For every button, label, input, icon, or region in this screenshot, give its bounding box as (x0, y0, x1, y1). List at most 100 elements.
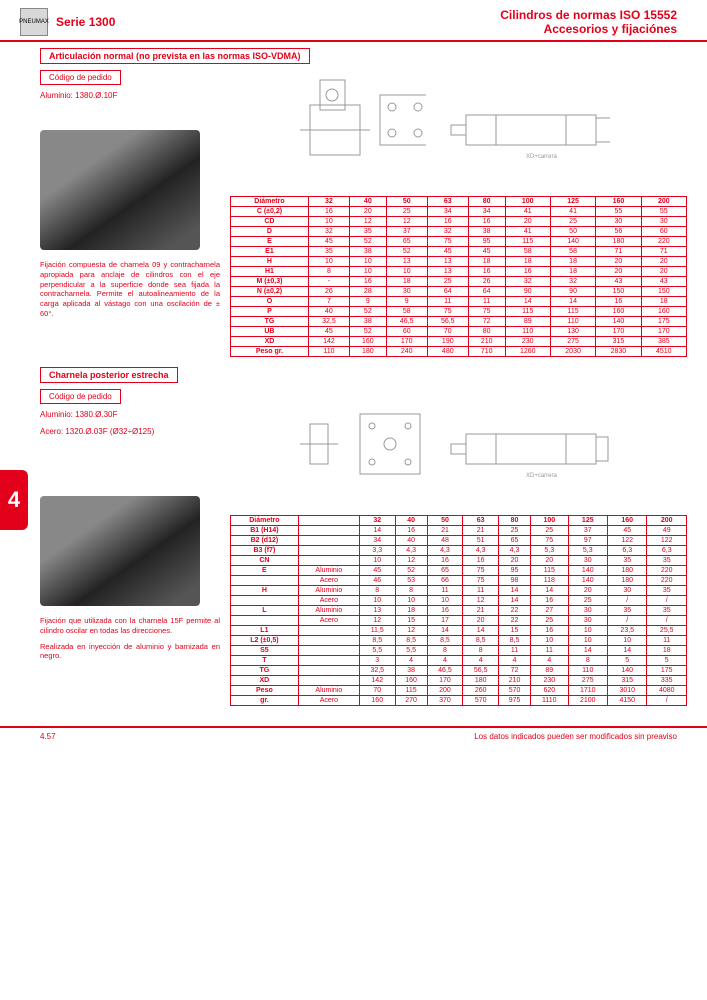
table-cell: 75 (427, 237, 468, 247)
table-cell: 55 (596, 207, 641, 217)
table-cell: 9 (386, 297, 427, 307)
table-cell: 32 (308, 227, 349, 237)
table-cell: E (231, 566, 299, 576)
table-row: E1353852454558587171 (231, 247, 687, 257)
header-title-1: Cilindros de normas ISO 15552 (500, 8, 677, 22)
header: PNEUMAX Serie 1300 Cilindros de normas I… (0, 0, 707, 42)
table-cell: 55 (641, 207, 686, 217)
table-cell: 41 (505, 207, 550, 217)
table-cell: 49 (647, 526, 687, 536)
table-cell: 4510 (641, 347, 686, 357)
table-cell: 480 (427, 347, 468, 357)
table-cell: 40 (308, 307, 349, 317)
table-cell: 710 (468, 347, 505, 357)
table-cell: 52 (349, 307, 386, 317)
table-header: 125 (568, 516, 607, 526)
table-cell: 13 (359, 606, 395, 616)
table-cell: 30 (608, 586, 647, 596)
table-cell: 180 (463, 676, 499, 686)
section2-right: XD+carrera Diámetro324050638010012516020… (230, 389, 687, 706)
table-cell: 45 (359, 566, 395, 576)
table-cell: 8,5 (395, 636, 427, 646)
table-cell: 3 (359, 656, 395, 666)
table-cell: 43 (596, 277, 641, 287)
section2-row: Código de pedido Aluminio: 1380.Ø.30F Ac… (40, 389, 687, 706)
table-header: 160 (596, 197, 641, 207)
table-cell: P (231, 307, 309, 317)
table-cell: 11 (463, 586, 499, 596)
table-cell: 30 (641, 217, 686, 227)
table-cell: 240 (386, 347, 427, 357)
table-cell: 8 (359, 586, 395, 596)
tech-drawing-2b: XD+carrera (446, 419, 610, 479)
table-cell: 160 (349, 337, 386, 347)
table-cell: 10 (308, 257, 349, 267)
table-cell: 26 (308, 287, 349, 297)
table-cell: 34 (427, 207, 468, 217)
table-cell (231, 596, 299, 606)
table-cell: 35 (608, 606, 647, 616)
table-cell (298, 646, 359, 656)
table-cell: 14 (550, 297, 595, 307)
table-cell: 18 (641, 297, 686, 307)
table-cell: 210 (499, 676, 531, 686)
table-cell: 34 (359, 536, 395, 546)
table-cell: 46,5 (386, 317, 427, 327)
table-cell: 315 (596, 337, 641, 347)
table-cell: C (±0,2) (231, 207, 309, 217)
table-cell: 35 (308, 247, 349, 257)
table-cell (298, 656, 359, 666)
table-row: B1 (H14)141621212525374549 (231, 526, 687, 536)
table-cell: 370 (427, 696, 463, 706)
table-cell: 95 (468, 237, 505, 247)
table-cell: 22 (499, 616, 531, 626)
table-row: TG32,53846,556,57289110140175 (231, 317, 687, 327)
table-cell: 110 (568, 666, 607, 676)
table-cell: 11 (499, 646, 531, 656)
table-cell: TG (231, 666, 299, 676)
section2-title: Charnela posterior estrecha (40, 367, 178, 383)
table-cell: 275 (550, 337, 595, 347)
table-cell (298, 676, 359, 686)
table-cell: 5 (608, 656, 647, 666)
table-cell: 140 (568, 576, 607, 586)
table-cell: D (231, 227, 309, 237)
table-row: EAluminio4552657595115140180220 (231, 566, 687, 576)
table-cell: 52 (349, 327, 386, 337)
table-cell: E1 (231, 247, 309, 257)
table-row: XD142160170180210230275315335 (231, 676, 687, 686)
table-cell: 26 (468, 277, 505, 287)
table-header: 100 (505, 197, 550, 207)
table-cell: 220 (641, 237, 686, 247)
table-cell: B3 (f7) (231, 546, 299, 556)
table-cell: 20 (596, 257, 641, 267)
table-cell: 34 (468, 207, 505, 217)
table-cell: 16 (505, 267, 550, 277)
table-cell: 150 (641, 287, 686, 297)
table-cell: B2 (d12) (231, 536, 299, 546)
table-cell: 4 (395, 656, 427, 666)
table-cell: 6,3 (608, 546, 647, 556)
table-cell: 22 (499, 606, 531, 616)
table-cell: 58 (505, 247, 550, 257)
table-cell: 180 (608, 566, 647, 576)
table-cell: 89 (505, 317, 550, 327)
section-1: Articulación normal (no prevista en las … (40, 48, 687, 357)
table-cell: 48 (427, 536, 463, 546)
table-header: 160 (608, 516, 647, 526)
table-cell: 28 (349, 287, 386, 297)
table-cell: 8 (568, 656, 607, 666)
table-cell: 18 (395, 606, 427, 616)
table-cell: 5 (647, 656, 687, 666)
table-cell: 130 (550, 327, 595, 337)
table-cell: 16 (468, 267, 505, 277)
tech-drawing-1b: XD+carrera (446, 100, 610, 160)
table-cell: 5,5 (395, 646, 427, 656)
tech-drawing-2a (290, 394, 426, 504)
drawing-1: XD+carrera (290, 70, 610, 190)
table-cell: 58 (550, 247, 595, 257)
table-cell: 10 (359, 596, 395, 606)
table-cell: 32,5 (308, 317, 349, 327)
table-cell: 8,5 (427, 636, 463, 646)
table-cell: H1 (231, 267, 309, 277)
